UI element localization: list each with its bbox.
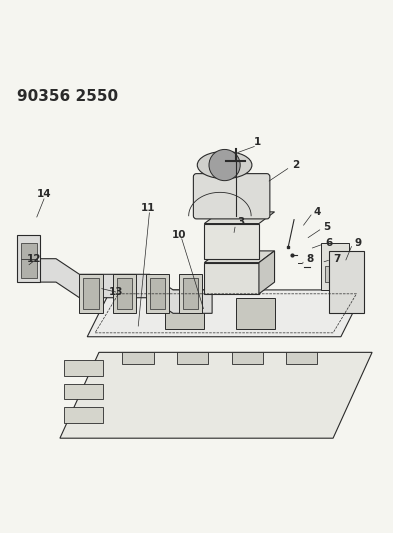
Bar: [177, 352, 208, 364]
Bar: [179, 274, 202, 313]
Polygon shape: [60, 352, 372, 438]
Bar: [286, 352, 318, 364]
Polygon shape: [204, 251, 275, 263]
Polygon shape: [33, 259, 212, 313]
Text: 14: 14: [37, 189, 51, 199]
Bar: [183, 278, 198, 310]
Text: 1: 1: [253, 136, 261, 147]
Circle shape: [209, 149, 240, 181]
Text: 12: 12: [27, 254, 42, 264]
Text: 5: 5: [323, 222, 331, 232]
Bar: [113, 274, 136, 313]
Text: 8: 8: [306, 254, 313, 264]
Bar: [146, 274, 169, 313]
Bar: [150, 278, 165, 310]
Bar: [329, 251, 364, 313]
Text: 10: 10: [172, 230, 186, 240]
Bar: [235, 298, 275, 329]
Bar: [325, 266, 345, 282]
Bar: [122, 352, 154, 364]
FancyBboxPatch shape: [193, 174, 270, 219]
Bar: [116, 278, 132, 310]
Bar: [165, 298, 204, 329]
Bar: [231, 352, 263, 364]
Polygon shape: [259, 251, 275, 294]
Bar: [21, 243, 37, 259]
Bar: [64, 407, 103, 423]
Bar: [204, 263, 259, 294]
Bar: [64, 384, 103, 399]
Bar: [83, 278, 99, 310]
Ellipse shape: [197, 151, 252, 179]
Text: 9: 9: [355, 238, 362, 248]
Polygon shape: [204, 212, 275, 223]
Text: 3: 3: [238, 216, 245, 227]
Bar: [64, 360, 103, 376]
Text: 11: 11: [140, 203, 155, 213]
Bar: [321, 243, 349, 290]
Bar: [21, 259, 37, 278]
Text: 4: 4: [314, 207, 321, 217]
Text: 13: 13: [109, 287, 124, 297]
Bar: [204, 223, 259, 259]
Text: 6: 6: [325, 238, 333, 248]
Bar: [79, 274, 103, 313]
Polygon shape: [87, 290, 364, 337]
Text: 7: 7: [333, 254, 341, 264]
Text: 90356 2550: 90356 2550: [17, 89, 118, 104]
Bar: [17, 235, 40, 282]
Text: 2: 2: [292, 160, 299, 170]
